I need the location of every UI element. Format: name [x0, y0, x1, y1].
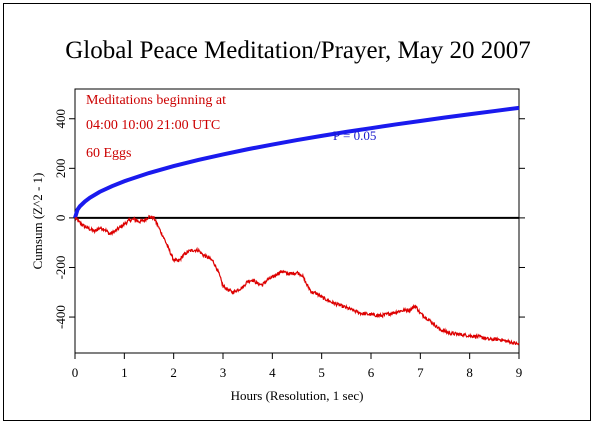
- x-tick-label: 7: [417, 365, 424, 380]
- x-tick-label: 4: [269, 365, 276, 380]
- y-axis-right: [519, 118, 525, 318]
- x-tick-label: 9: [516, 365, 523, 380]
- y-tick-label: 200: [53, 159, 68, 179]
- annotation-line-2: 04:00 10:00 21:00 UTC: [86, 118, 220, 133]
- p-value-label: P = 0.05: [333, 128, 376, 143]
- x-axis-label: Hours (Resolution, 1 sec): [231, 388, 364, 403]
- chart-title: Global Peace Meditation/Prayer, May 20 2…: [65, 37, 531, 64]
- x-tick-label: 0: [72, 365, 79, 380]
- x-tick-label: 3: [220, 365, 227, 380]
- y-tick-label: -400: [53, 305, 68, 329]
- chart-frame: [3, 3, 591, 421]
- series-cumulative-deviation: [74, 214, 520, 346]
- y-axis-label: Cumsum (Z^2 - 1): [30, 173, 45, 270]
- x-tick-label: 8: [466, 365, 473, 380]
- x-tick-label: 5: [318, 365, 325, 380]
- x-tick-label: 6: [368, 365, 375, 380]
- x-tick-label: 1: [121, 365, 128, 380]
- x-tick-label: 2: [170, 365, 177, 380]
- y-tick-label: 400: [53, 109, 68, 129]
- plot-area: [74, 88, 520, 354]
- series-p05-envelope: [73, 105, 520, 219]
- x-axis: 0 1 2 3 4 5 6 7 8 9: [72, 353, 523, 380]
- y-tick-label: 0: [53, 215, 68, 222]
- annotation-line-3: 60 Eggs: [86, 146, 132, 161]
- y-axis-left: -400 -200 0 200 400: [53, 109, 75, 329]
- annotation-line-1: Meditations beginning at: [86, 93, 226, 108]
- y-tick-label: -200: [53, 256, 68, 280]
